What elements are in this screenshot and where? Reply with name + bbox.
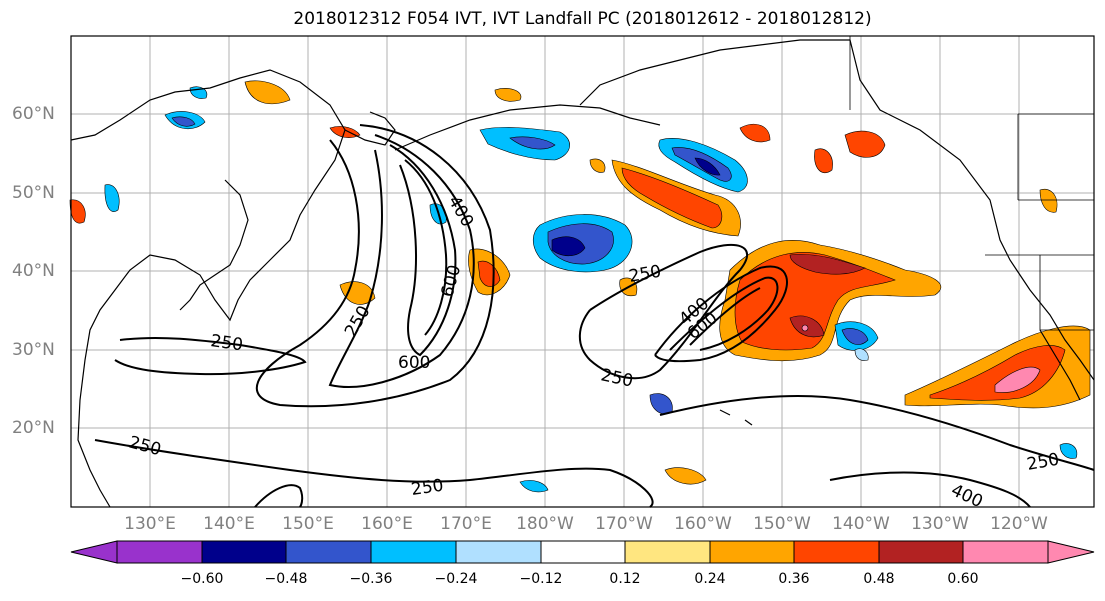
contour-central-600 <box>669 276 779 351</box>
colorbar-tick: −0.60 <box>180 571 224 587</box>
contour-west-250-outer <box>255 124 495 408</box>
lon-label: 180°W <box>516 514 574 534</box>
borders <box>849 36 1094 331</box>
asia-coast <box>70 69 346 508</box>
lon-label: 160°W <box>674 514 732 534</box>
colorbar-tick: 0.24 <box>694 571 726 587</box>
alaska-coast <box>579 39 1095 381</box>
contour-central-inner <box>689 287 761 346</box>
mexico-coast <box>1039 329 1081 401</box>
lon-label: 140°E <box>203 514 255 534</box>
colorbar-under-triangle <box>70 540 118 564</box>
lon-label: 170°E <box>440 514 492 534</box>
contour-asia-250 <box>114 336 307 376</box>
ivt-contours <box>94 124 1095 508</box>
colorbar-tick: −0.24 <box>434 571 478 587</box>
colorbar-tick: 0.48 <box>863 571 895 587</box>
contour-label: 250 <box>209 331 244 355</box>
lon-label: 140°W <box>832 514 890 534</box>
contour-south-250-b <box>659 394 1095 471</box>
colorbar-tick: 0.60 <box>947 571 979 587</box>
hawaii <box>719 409 753 426</box>
coastlines <box>70 39 1095 508</box>
contour-label: 250 <box>410 476 445 500</box>
colorbar-over-triangle <box>1047 540 1095 564</box>
lon-label: 130°E <box>124 514 176 534</box>
lon-label: 160°E <box>361 514 413 534</box>
colorbar-tick: −0.48 <box>264 571 308 587</box>
lon-label: 150°W <box>753 514 811 534</box>
colorbar-tick: 0.12 <box>609 571 641 587</box>
lon-label: 130°W <box>911 514 969 534</box>
lon-label: 170°W <box>595 514 653 534</box>
contour-west-600-b <box>404 159 448 336</box>
kamchatka <box>344 111 396 146</box>
lon-label: 150°E <box>282 514 334 534</box>
colorbar-tick: −0.12 <box>519 571 563 587</box>
contour-label: 600 <box>398 353 430 373</box>
contour-south-400 <box>829 471 1031 508</box>
colorbar-tick: −0.36 <box>349 571 393 587</box>
ivt-pc-shading <box>69 80 1091 493</box>
lat-label: 60°N <box>12 104 55 124</box>
contour-southwest-closed <box>254 484 304 508</box>
contour-central-250 <box>578 243 748 380</box>
figure-title: 2018012312 F054 IVT, IVT Landfall PC (20… <box>293 9 872 29</box>
contour-central-400 <box>654 265 788 363</box>
colorbar-tick: 0.36 <box>778 571 810 587</box>
lon-label: 120°W <box>990 514 1048 534</box>
contour-south-250 <box>94 439 654 508</box>
lat-label: 20°N <box>12 418 55 438</box>
lat-label: 40°N <box>12 261 55 281</box>
lat-label: 50°N <box>12 183 55 203</box>
japan <box>179 179 249 311</box>
aleutian-islands <box>394 104 661 151</box>
colorbar <box>70 540 1095 564</box>
lat-label: 30°N <box>12 340 55 360</box>
contour-west-400 <box>328 134 475 388</box>
contour-west-600-a <box>389 144 457 357</box>
